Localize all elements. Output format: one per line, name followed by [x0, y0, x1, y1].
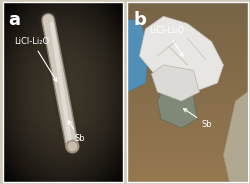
Polygon shape — [128, 20, 149, 92]
Text: LiCl-Li₂O: LiCl-Li₂O — [149, 26, 184, 56]
Text: Sb: Sb — [184, 109, 212, 129]
Text: Sb: Sb — [68, 121, 85, 143]
Polygon shape — [224, 92, 248, 182]
Text: LiCl-Li₂O: LiCl-Li₂O — [14, 37, 57, 81]
Text: a: a — [8, 11, 20, 29]
Polygon shape — [140, 16, 224, 92]
Text: b: b — [134, 11, 146, 29]
Polygon shape — [152, 65, 200, 101]
Polygon shape — [158, 88, 197, 128]
